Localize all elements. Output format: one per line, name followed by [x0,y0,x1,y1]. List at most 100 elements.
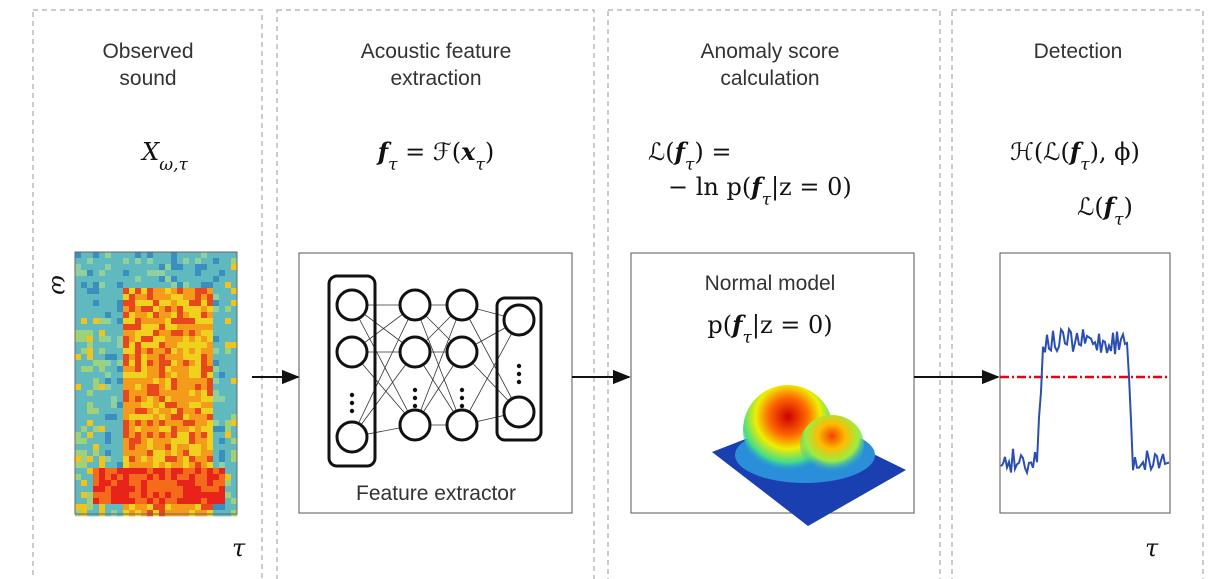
spectrogram-cell [231,360,237,366]
spectrogram-cell [93,306,99,312]
spectrogram-cell [153,390,159,396]
spectrogram-cell [165,426,171,432]
spectrogram-cell [165,336,171,342]
spectrogram-cell [153,336,159,342]
spectrogram-cell [99,276,105,282]
spectrogram-cell [117,288,123,294]
spectrogram-cell [87,324,93,330]
spectrogram-cell [231,312,237,318]
spectrogram-cell [141,462,147,468]
spectrogram-cell [201,306,207,312]
ellipsis-dot [350,409,354,413]
spectrogram-cell [87,312,93,318]
spectrogram-cell [165,444,171,450]
spectrogram-cell [195,312,201,318]
spectrogram-cell [99,318,105,324]
spectrogram-cell [123,462,129,468]
spectrogram-cell [195,384,201,390]
spectrogram-cell [177,390,183,396]
spectrogram-cell [219,408,225,414]
ellipsis-dot [350,393,354,397]
spectrogram-cell [177,264,183,270]
spectrogram-cell [219,462,225,468]
spectrogram-cell [111,468,117,474]
spectrogram-cell [129,252,135,258]
spectrogram-cell [87,510,93,516]
spectrogram-cell [219,348,225,354]
spectrogram-cell [201,480,207,486]
spectrogram-cell [183,306,189,312]
spectrogram-cell [153,486,159,492]
spectrogram-cell [225,252,231,258]
formula-part: ℒ( [648,138,675,166]
spectrogram-cell [105,378,111,384]
spectrogram-cell [159,288,165,294]
spectrogram-cell [189,474,195,480]
spectrogram-cell [111,270,117,276]
spectrogram-cell [153,330,159,336]
spectrogram-cell [213,252,219,258]
spectrogram-cell [213,264,219,270]
spectrogram-cell [141,420,147,426]
spectrogram-cell [201,456,207,462]
spectrogram-cell [81,420,87,426]
spectrogram-cell [231,354,237,360]
spectrogram-cell [87,450,93,456]
spectrogram-cell [165,486,171,492]
spectrogram-cell [189,348,195,354]
spectrogram-cell [219,432,225,438]
spectrogram-cell [171,384,177,390]
spectrogram-cell [147,306,153,312]
spectrogram-cell [159,372,165,378]
spectrogram-cell [195,438,201,444]
spectrogram-cell [111,342,117,348]
spectrogram-cell [153,312,159,318]
spectrogram-cell [159,426,165,432]
spectrogram-cell [171,504,177,510]
spectrogram-cell [213,324,219,330]
spectrogram-cell [105,300,111,306]
spectrogram-cell [159,402,165,408]
spectrogram-cell [135,474,141,480]
spectrogram-cell [159,270,165,276]
spectrogram-cell [105,438,111,444]
spectrogram-cell [231,270,237,276]
column-title: extraction [390,67,481,90]
spectrogram-cell [105,414,111,420]
spectrogram-cell [219,480,225,486]
spectrogram-cell [111,390,117,396]
spectrogram-cell [111,414,117,420]
spectrogram-cell [153,342,159,348]
spectrogram-cell [201,498,207,504]
spectrogram-cell [93,360,99,366]
spectrogram-cell [225,348,231,354]
spectrogram-cell [171,408,177,414]
spectrogram-cell [117,336,123,342]
spectrogram-cell [75,372,81,378]
spectrogram-cell [105,420,111,426]
spectrogram-cell [129,390,135,396]
spectrogram-cell [123,330,129,336]
spectrogram-cell [195,456,201,462]
spectrogram-cell [177,480,183,486]
spectrogram-cell [159,408,165,414]
spectrogram-cell [147,258,153,264]
spectrogram-cell [153,348,159,354]
spectrogram-cell [117,438,123,444]
spectrogram-cell [81,510,87,516]
spectrogram-cell [99,288,105,294]
spectrogram-cell [153,450,159,456]
spectrogram-cell [105,318,111,324]
spectrogram-cell [159,498,165,504]
spectrogram-cell [99,360,105,366]
spectrogram-cell [117,318,123,324]
spectrogram-cell [165,498,171,504]
spectrogram-cell [111,372,117,378]
spectrogram-cell [189,402,195,408]
spectrogram-cell [129,378,135,384]
spectrogram-cell [225,342,231,348]
spectrogram-cell [135,510,141,516]
spectrogram-cell [141,414,147,420]
spectrogram-cell [171,294,177,300]
spectrogram-cell [147,456,153,462]
